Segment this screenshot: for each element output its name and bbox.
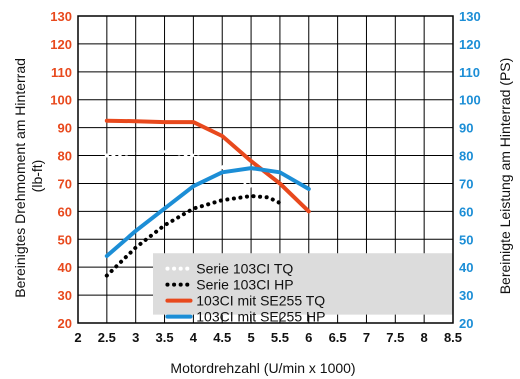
x-tick-label: 6.5 xyxy=(329,330,347,345)
y-tick-label-left: 120 xyxy=(50,37,72,52)
y-tick-label-right: 20 xyxy=(459,316,473,331)
x-tick-label: 7 xyxy=(363,330,370,345)
x-tick-label: 3.5 xyxy=(155,330,173,345)
y-tick-label-left: 40 xyxy=(58,260,72,275)
y-tick-label-right: 120 xyxy=(459,37,481,52)
y-tick-label-right: 70 xyxy=(459,176,473,191)
legend-label-4: 103CI mit SE255 HP xyxy=(196,309,325,325)
y-tick-label-left: 50 xyxy=(58,232,72,247)
x-tick-label: 8.5 xyxy=(444,330,462,345)
x-tick-label: 2 xyxy=(74,330,81,345)
y-tick-label-left: 130 xyxy=(50,9,72,24)
y-tick-label-left: 30 xyxy=(58,288,72,303)
x-tick-label: 8 xyxy=(421,330,428,345)
y-tick-label-right: 110 xyxy=(459,65,480,80)
y-tick-label-right: 90 xyxy=(459,121,473,136)
legend-label-3: 103CI mit SE255 TQ xyxy=(196,293,325,309)
series-line-1 xyxy=(104,149,282,214)
x-tick-label: 5.5 xyxy=(271,330,289,345)
y-axis-title-left-line2: (lb-ft) xyxy=(29,160,45,193)
legend-label-1: Serie 103CI TQ xyxy=(196,261,293,277)
y-axis-title-right: Bereinigte Leistung am Hinterrad (PS) xyxy=(497,58,513,295)
y-tick-label-right: 50 xyxy=(459,232,473,247)
legend-label-2: Serie 103CI HP xyxy=(196,277,293,293)
y-tick-label-right: 40 xyxy=(459,260,473,275)
y-tick-label-right: 130 xyxy=(459,9,481,24)
x-tick-label: 5 xyxy=(247,330,254,345)
y-axis-title-left-line1: Bereinigtes Drehmoment am Hinterrad xyxy=(12,58,28,298)
x-tick-label: 6 xyxy=(305,330,312,345)
legend-background xyxy=(153,253,453,315)
y-tick-label-left: 110 xyxy=(51,65,72,80)
series-line-4 xyxy=(104,166,311,258)
plot-frame xyxy=(77,15,454,324)
y-tick-label-left: 100 xyxy=(50,93,72,108)
x-tick-label: 7.5 xyxy=(386,330,404,345)
y-tick-label-left: 70 xyxy=(58,176,72,191)
y-axis-title-left: Bereinigtes Drehmoment am Hinterrad (lb-… xyxy=(12,54,45,298)
y-tick-label-right: 30 xyxy=(459,288,473,303)
y-tick-label-left: 60 xyxy=(58,204,72,219)
x-axis-title: Motordrehzahl (U/min x 1000) xyxy=(170,360,355,376)
x-tick-label: 3 xyxy=(132,330,139,345)
y-tick-label-left: 80 xyxy=(58,149,72,164)
x-tick-label: 2.5 xyxy=(98,330,116,345)
series-line-3 xyxy=(104,118,311,214)
y-tick-label-right: 60 xyxy=(459,204,473,219)
y-tick-label-right: 100 xyxy=(459,93,481,108)
y-tick-label-right: 80 xyxy=(459,149,473,164)
x-tick-label: 4.5 xyxy=(213,330,231,345)
y-tick-label-left: 90 xyxy=(58,121,72,136)
x-tick-label: 4 xyxy=(190,330,198,345)
series-line-2 xyxy=(104,194,282,278)
y-tick-label-left: 20 xyxy=(58,316,72,331)
